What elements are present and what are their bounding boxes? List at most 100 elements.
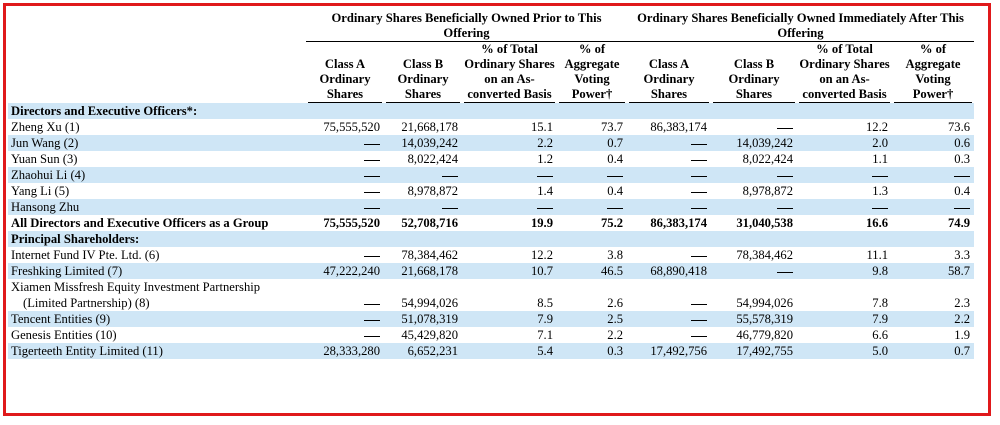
- cell-value: [306, 167, 384, 183]
- ownership-table: Ordinary Shares Beneficially Owned Prior…: [8, 11, 975, 359]
- table-row: Jun Wang (2) 14,039,242 2.2 0.7 14,039,242 2.…: [8, 135, 975, 151]
- after-offering-header: Ordinary Shares Beneficially Owned Immed…: [627, 11, 975, 42]
- table-row: Freshking Limited (7) 47,222,240 21,668,17…: [8, 263, 975, 279]
- cell-value: [892, 167, 975, 183]
- total-row: All Directors and Executive Officers as …: [8, 215, 974, 231]
- table-row: Genesis Entities (10) 45,429,820 7.1 2.2 46,…: [8, 327, 974, 343]
- dash-mark: [364, 191, 380, 193]
- cell-value: [306, 247, 384, 263]
- column-header: Class B Ordinary Shares: [711, 42, 797, 103]
- dash-mark: [442, 175, 458, 177]
- prior-offering-header: Ordinary Shares Beneficially Owned Prior…: [306, 11, 628, 42]
- dash-mark: [691, 303, 708, 305]
- cell-value: 52,708,716: [401, 216, 458, 230]
- cell-value: 55,578,319: [711, 311, 798, 327]
- cell-value: [627, 167, 712, 183]
- table-row: Zheng Xu (1) 75,555,520 21,668,178 15.1 73.7…: [8, 119, 974, 135]
- row-label: Yang Li (5): [11, 184, 70, 198]
- dash-mark: [691, 207, 708, 209]
- dash-mark: [364, 159, 380, 161]
- column-header: % of Aggregate Voting Power†: [557, 42, 627, 103]
- cell-value: [462, 167, 557, 183]
- row-label: Zheng Xu (1): [11, 120, 80, 134]
- cell-value: 7.9: [462, 311, 557, 327]
- column-header: Class A Ordinary Shares: [306, 42, 384, 103]
- dash-mark: [537, 207, 553, 209]
- cell-value: 14,039,242: [711, 135, 798, 151]
- cell-value: 68,890,418: [627, 263, 712, 279]
- row-label: Directors and Executive Officers*:: [8, 103, 975, 119]
- cell-value: 17,492,755: [711, 343, 798, 359]
- document-frame: [3, 3, 991, 416]
- cell-value: 86,383,174: [650, 120, 708, 134]
- column-header: % of Aggregate Voting Power†: [892, 42, 974, 103]
- cell-value: 15.1: [530, 120, 553, 134]
- row-label: Genesis Entities (10): [11, 328, 117, 342]
- cell-value: 2.5: [557, 311, 628, 327]
- header-spacer: [8, 11, 306, 42]
- dash-mark: [607, 175, 624, 177]
- cell-value: 8,022,424: [407, 152, 458, 166]
- cell-value: 31,040,538: [736, 216, 794, 230]
- dash-mark: [954, 175, 971, 177]
- cell-value: 1.3: [872, 184, 889, 198]
- cell-value: 75.2: [600, 216, 624, 230]
- cell-value: [306, 135, 384, 151]
- dash-mark: [872, 207, 889, 209]
- row-label: Yuan Sun (3): [11, 152, 78, 166]
- cell-value: 21,668,178: [384, 263, 462, 279]
- dash-mark: [777, 175, 794, 177]
- cell-value: [711, 263, 798, 279]
- cell-value: [627, 135, 712, 151]
- row-label-text: Xiamen Missfresh Equity Investment Partn…: [11, 280, 261, 294]
- cell-value: 74.9: [947, 216, 971, 230]
- cell-value: 8,978,872: [407, 184, 458, 198]
- cell-value: 5.0: [797, 343, 893, 359]
- cell-value: 73.7: [600, 120, 624, 134]
- cell-value: 14,039,242: [384, 135, 462, 151]
- column-header: Class B Ordinary Shares: [384, 42, 462, 103]
- cell-value: 0.4: [607, 184, 624, 198]
- table-row: Zhaohui Li (4): [8, 167, 975, 183]
- cell-value: 28,333,280: [306, 343, 384, 359]
- cell-value: [306, 311, 384, 327]
- cell-value: 7.8: [872, 296, 889, 310]
- cell-value: 7.9: [797, 311, 893, 327]
- cell-value: 73.6: [947, 120, 971, 134]
- dash-mark: [442, 207, 458, 209]
- cell-value: 86,383,174: [650, 216, 708, 230]
- cell-value: 10.7: [462, 263, 557, 279]
- row-label-continuation: (Limited Partnership) (8): [23, 296, 150, 310]
- cell-value: [306, 183, 384, 199]
- cell-value: 1.1: [872, 152, 889, 166]
- column-header: Class A Ordinary Shares: [627, 42, 711, 103]
- cell-value: 9.8: [797, 263, 893, 279]
- dash-mark: [777, 207, 794, 209]
- row-label: All Directors and Executive Officers as …: [8, 215, 306, 231]
- cell-value: 12.2: [865, 120, 889, 134]
- cell-value: [384, 199, 462, 215]
- row-label: Hansong Zhu: [8, 199, 306, 215]
- cell-value: [627, 247, 711, 263]
- dash-mark: [364, 143, 380, 145]
- cell-value: 0.3: [954, 152, 971, 166]
- dash-mark: [777, 127, 794, 129]
- row-label: Jun Wang (2): [8, 135, 306, 151]
- table-row: Tencent Entities (9) 51,078,319 7.9 2.5 55,5…: [8, 311, 975, 327]
- dash-mark: [364, 207, 380, 209]
- cell-value: 3.3: [954, 248, 971, 262]
- cell-value: [462, 199, 557, 215]
- cell-value: 75,555,520: [323, 120, 380, 134]
- cell-value: 6,652,231: [384, 343, 462, 359]
- cell-value: [892, 199, 975, 215]
- cell-value: 0.6: [892, 135, 975, 151]
- dash-mark: [364, 175, 380, 177]
- dash-mark: [364, 303, 380, 305]
- cell-value: 0.7: [557, 135, 628, 151]
- cell-value: [797, 167, 893, 183]
- dash-mark: [364, 319, 380, 321]
- cell-value: 2.3: [954, 296, 971, 310]
- column-header: % of Total Ordinary Shares on an As-conv…: [799, 42, 891, 103]
- cell-value: 46.5: [557, 263, 628, 279]
- header-spacer: [8, 42, 306, 104]
